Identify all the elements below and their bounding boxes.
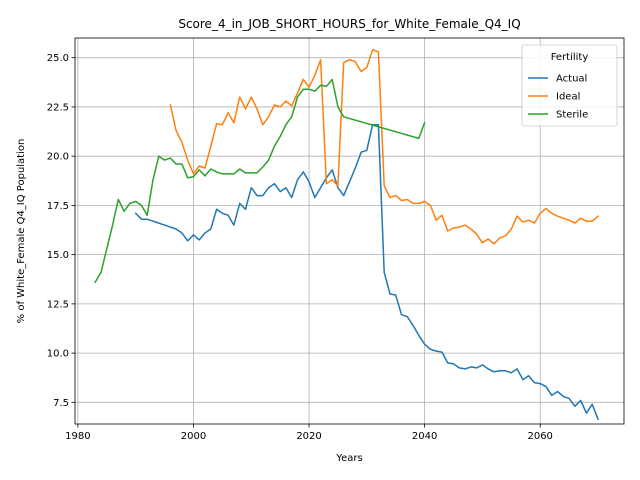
y-tick-label: 12.5	[47, 299, 69, 310]
x-tick-label: 1980	[65, 431, 90, 442]
legend: Fertility Actual Ideal Sterile	[521, 44, 618, 127]
x-tick-label: 2040	[412, 431, 437, 442]
y-axis-label: % of White_Female Q4_IQ Population	[16, 139, 27, 324]
y-tick-label: 10.0	[47, 349, 69, 360]
x-tick-label: 2000	[181, 431, 206, 442]
y-tick-label: 20.0	[47, 152, 69, 163]
legend-title: Fertility	[551, 52, 589, 63]
gridlines	[75, 38, 624, 424]
y-tick-label: 17.5	[47, 201, 69, 212]
legend-entries: Actual Ideal Sterile	[528, 74, 588, 121]
y-tick-label: 7.5	[53, 398, 69, 409]
y-tick-label: 25.0	[47, 53, 69, 64]
series-line-sterile	[94, 78, 426, 284]
plot-frame	[74, 37, 625, 425]
y-tick-label: 22.5	[47, 102, 69, 113]
legend-box	[521, 44, 618, 127]
series-line-actual	[134, 123, 599, 421]
axis-ticks: 1980 2000 2020 2040 2060 7.5 10.0 12.5 15.0 17.5 2…	[47, 53, 553, 442]
legend-label-actual: Actual	[556, 74, 587, 85]
y-tick-label: 15.0	[47, 250, 69, 261]
legend-label-sterile: Sterile	[556, 110, 588, 121]
x-tick-label: 2020	[296, 431, 321, 442]
legend-label-ideal: Ideal	[556, 92, 580, 103]
series-line-ideal	[169, 49, 600, 245]
chart-title: Score_4_in_JOB_SHORT_HOURS_for_White_Fem…	[178, 17, 520, 31]
x-tick-label: 2060	[527, 431, 552, 442]
series-lines	[94, 49, 600, 421]
x-axis-label: Years	[335, 453, 362, 464]
